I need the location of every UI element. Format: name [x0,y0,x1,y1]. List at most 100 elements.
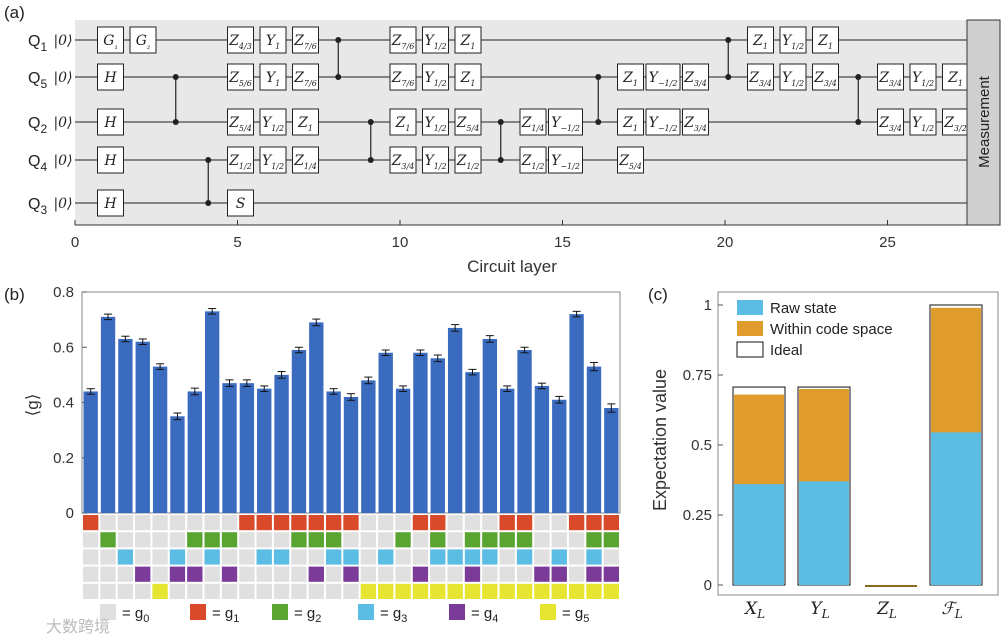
generator-cell [187,583,203,599]
generator-cell [273,515,290,531]
gate-subscript: −1/2 [658,79,678,88]
generator-cell [273,566,290,582]
gate-subscript: 1/4 [304,162,317,171]
gate-Z76: Z7/6 [292,63,319,91]
gate-box [877,108,904,136]
generator-cell [430,549,446,565]
gate-Y12: Y1/2 [909,108,937,136]
generator-cell [291,566,307,582]
generator-cell [551,549,567,565]
panel-c-legend-label: Within code space [770,321,893,338]
cz-dot [335,74,342,80]
bar-g-6 [187,391,202,513]
gate-box [422,108,449,136]
gate-box [617,146,644,174]
panel-c-y-axis-label: Expectation value [650,369,670,511]
generator-cell [586,566,602,582]
gate-box [97,63,124,91]
gate-box [548,146,583,174]
gate-subscript: 5/4 [466,124,479,133]
generator-cell [204,515,220,531]
gate-box [259,108,287,136]
gate-subscript: 1 [633,79,638,88]
gate-subscript: 1/2 [921,124,934,133]
bar-g-2 [118,338,133,513]
init-state: |0⟩ [53,70,72,86]
bar-g-25 [517,350,532,513]
panel-b-y-tick-label: 0 [66,505,74,522]
generator-cell [117,566,134,582]
gate-label: G₁ [103,33,117,51]
gate-H: H [97,63,124,91]
panel-label-a: (a) [4,3,25,22]
gate-Z1: Z1 [942,63,969,91]
gate-box [227,108,254,136]
gate-box [617,108,644,136]
bar-g-28 [569,314,584,513]
circuit-x-tick-label: 15 [554,234,571,251]
gate-subscript: 1 [308,124,313,133]
gate-box [97,108,124,136]
generator-cell [239,583,255,599]
gate-subscript: 3/4 [694,79,707,88]
generator-cell [430,515,446,531]
generator-cell [204,532,220,548]
legend-swatch [358,604,374,620]
gate-subscript: 5/6 [239,79,252,88]
gate-box [682,108,709,136]
gate-box [292,63,319,91]
generator-cell [412,583,429,599]
generator-cell [291,583,307,599]
gate-Y12: Y1/2 [779,26,807,54]
gate-box [454,63,482,91]
generator-cell [603,566,619,582]
gate-box [877,63,904,91]
watermark-text: 大数跨境 [46,617,110,636]
gate-subscript: 1 [275,79,280,88]
generator-cell [603,583,619,599]
gate-box [389,26,417,54]
bar-g-22 [465,372,480,513]
gate-Z14: Z1/4 [519,108,547,136]
bar-raw-FL [931,432,981,585]
generator-cell [378,532,394,548]
generator-cell [551,583,567,599]
gate-Y12: Y−1/2 [548,108,583,136]
generator-cell [430,566,446,582]
generator-cell [291,515,307,531]
cz-dot [595,74,602,80]
bar-g-1 [100,316,116,513]
gate-subscript: 3/2 [954,124,967,133]
generator-cell [152,566,168,582]
gate-box [227,63,254,91]
gate-subscript: 1/2 [466,162,479,171]
legend-swatch [449,604,465,620]
qubit-index: 5 [40,77,47,91]
gate-label: H [103,70,117,86]
gate-box [389,108,417,136]
gate-subscript: ₂ [147,42,150,51]
bar-g-24 [500,388,515,513]
qubit-index: 3 [40,203,47,217]
gate-box [682,63,709,91]
panel-c-legend-swatch [737,321,763,336]
gate-box [422,146,449,174]
generator-cell [239,515,255,531]
gate-box [645,63,681,91]
gate-box [259,63,287,91]
generator-cell [447,566,463,582]
gate-subscript: −1/2 [560,124,580,133]
gate-subscript: 7/6 [401,42,414,51]
generator-cell [360,515,377,531]
cz-dot [497,119,504,125]
generator-cell [135,532,151,548]
init-state: |0⟩ [53,115,72,131]
gate-Z54: Z5/4 [454,108,482,136]
cz-dot [725,37,732,43]
generator-cell [586,583,602,599]
gate-subscript: 7/6 [304,42,317,51]
generator-cell [325,532,342,548]
generator-cell [291,549,307,565]
generator-cell [534,583,550,599]
